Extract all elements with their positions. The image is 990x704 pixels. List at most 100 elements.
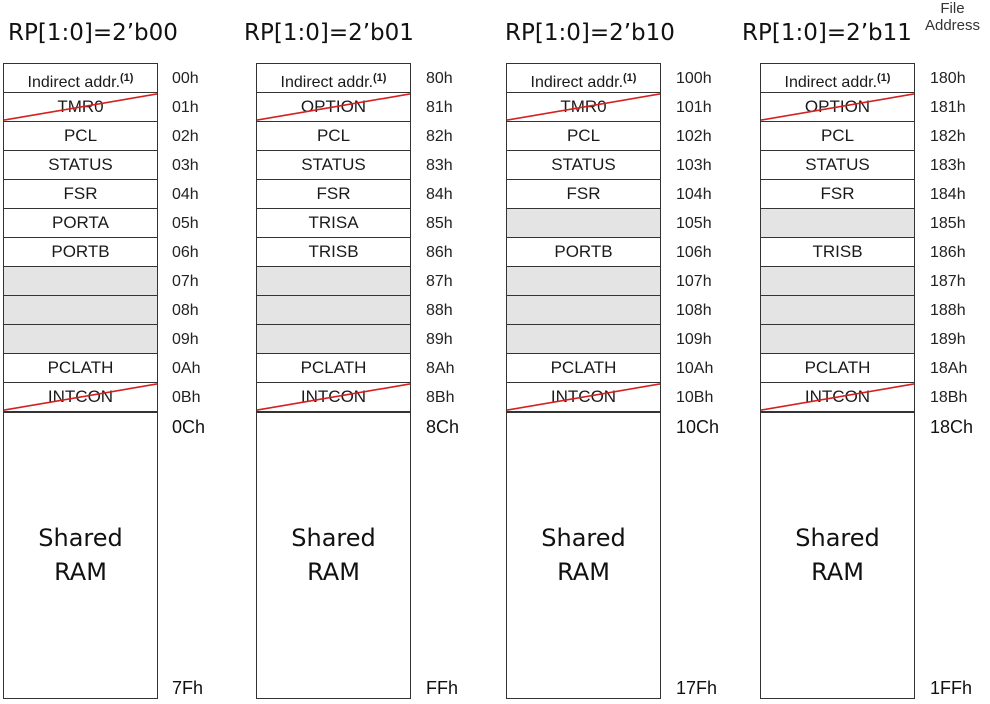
register-cell: PCL (760, 121, 915, 150)
unimplemented-register-cell (256, 266, 411, 295)
register-cell: INTCON (256, 382, 411, 411)
footnote-marker: (1) (120, 72, 134, 84)
register-cell: FSR (3, 179, 158, 208)
shared-ram-block: Shared RAM (506, 411, 661, 699)
register-address: 04h (172, 186, 199, 203)
register-address: 85h (426, 215, 453, 232)
shared-ram-label-line: RAM (557, 558, 610, 586)
register-address: 182h (930, 128, 966, 145)
shared-ram-label-line: RAM (811, 558, 864, 586)
unimplemented-register-cell (256, 295, 411, 324)
unimplemented-register-cell (506, 208, 661, 237)
register-cell: PORTA (3, 208, 158, 237)
shared-ram-block: Shared RAM (3, 411, 158, 699)
shared-ram-label-line: RAM (54, 558, 107, 586)
register-address: 106h (676, 244, 712, 261)
strike-line (507, 384, 660, 410)
register-address: 01h (172, 99, 199, 116)
register-address: 08h (172, 302, 199, 319)
register-cell: PCLATH (3, 353, 158, 382)
register-address: 18Bh (930, 389, 968, 406)
register-label: FSR (63, 184, 98, 203)
register-address: 105h (676, 215, 712, 232)
register-address: 100h (676, 70, 712, 87)
register-bank-column: Indirect addr.(1)TMR0PCLSTATUSFSRPORTAPO… (3, 63, 158, 699)
unimplemented-register-cell (506, 324, 661, 353)
register-cell: STATUS (3, 150, 158, 179)
register-bank-column: Indirect addr.(1)OPTIONPCLSTATUSFSRTRISA… (256, 63, 411, 699)
register-cell: INTCON (506, 382, 661, 411)
unimplemented-register-cell (760, 324, 915, 353)
shared-ram-label: Shared RAM (4, 521, 157, 589)
register-cell: INTCON (3, 382, 158, 411)
register-cell: TMR0 (3, 92, 158, 121)
register-cell: TRISB (760, 237, 915, 266)
register-label: FSR (566, 184, 601, 203)
strike-line (507, 94, 660, 120)
register-address: 189h (930, 331, 966, 348)
unimplemented-register-cell (760, 295, 915, 324)
register-address: 109h (676, 331, 712, 348)
unimplemented-register-cell (3, 295, 158, 324)
register-address: 05h (172, 215, 199, 232)
register-address: 107h (676, 273, 712, 290)
bank-title: RP[1:0]=2’b00 (8, 20, 178, 46)
register-address: 8Bh (426, 389, 455, 406)
register-label: PCLATH (300, 358, 367, 377)
register-label: TRISB (308, 242, 359, 261)
register-cell: FSR (506, 179, 661, 208)
footnote-marker: (1) (623, 72, 637, 84)
register-bank-column: Indirect addr.(1)OPTIONPCLSTATUSFSRTRISB… (760, 63, 915, 699)
register-address: 87h (426, 273, 453, 290)
register-label: STATUS (301, 155, 366, 174)
address-column: 80h 81h 82h 83h 84h 85h 86h 87h 88h 89h 8Ah 8Bh 8Ch F… (426, 63, 486, 701)
unimplemented-register-cell (506, 266, 661, 295)
shared-ram-label-line: Shared (291, 524, 376, 552)
register-address: 18Ah (930, 360, 968, 377)
file-address-header: File Address (925, 0, 980, 34)
shared-ram-label: Shared RAM (507, 521, 660, 589)
register-label: PCLATH (550, 358, 617, 377)
register-address: 0Ah (172, 360, 201, 377)
register-address: 181h (930, 99, 966, 116)
register-cell: PCL (256, 121, 411, 150)
shared-ram-label-line: Shared (795, 524, 880, 552)
strike-line (4, 384, 157, 410)
strike-through-mark (761, 383, 914, 411)
shared-start-address: 0Ch (172, 417, 206, 437)
unimplemented-register-cell (256, 324, 411, 353)
register-cell: PORTB (3, 237, 158, 266)
register-label: PCL (820, 126, 855, 145)
address-spacer (172, 443, 232, 672)
register-cell: STATUS (760, 150, 915, 179)
strike-line (4, 94, 157, 120)
register-address: 186h (930, 244, 966, 261)
register-address: 187h (930, 273, 966, 290)
shared-ram-label: Shared RAM (761, 521, 914, 589)
register-label: STATUS (551, 155, 616, 174)
address-spacer (930, 443, 990, 672)
register-address: 86h (426, 244, 453, 261)
register-cell: OPTION (760, 92, 915, 121)
register-address: 104h (676, 186, 712, 203)
register-address: 03h (172, 157, 199, 174)
register-cell: FSR (760, 179, 915, 208)
register-cell: PCL (3, 121, 158, 150)
register-label: PORTB (554, 242, 613, 261)
register-address: 81h (426, 99, 453, 116)
register-label: STATUS (805, 155, 870, 174)
footnote-marker: (1) (877, 72, 891, 84)
register-address: 8Ah (426, 360, 455, 377)
bank-title: RP[1:0]=2’b11 (742, 20, 912, 46)
file-address-line-1: File (940, 0, 965, 17)
register-cell: PCLATH (256, 353, 411, 382)
register-cell: PCLATH (506, 353, 661, 382)
footnote-marker: (1) (373, 72, 387, 84)
shared-start-address: 10Ch (676, 417, 720, 437)
strike-through-mark (4, 383, 157, 411)
register-address: 184h (930, 186, 966, 203)
register-cell: STATUS (506, 150, 661, 179)
register-address: 180h (930, 70, 966, 87)
strike-line (761, 94, 914, 120)
register-cell: PCL (506, 121, 661, 150)
